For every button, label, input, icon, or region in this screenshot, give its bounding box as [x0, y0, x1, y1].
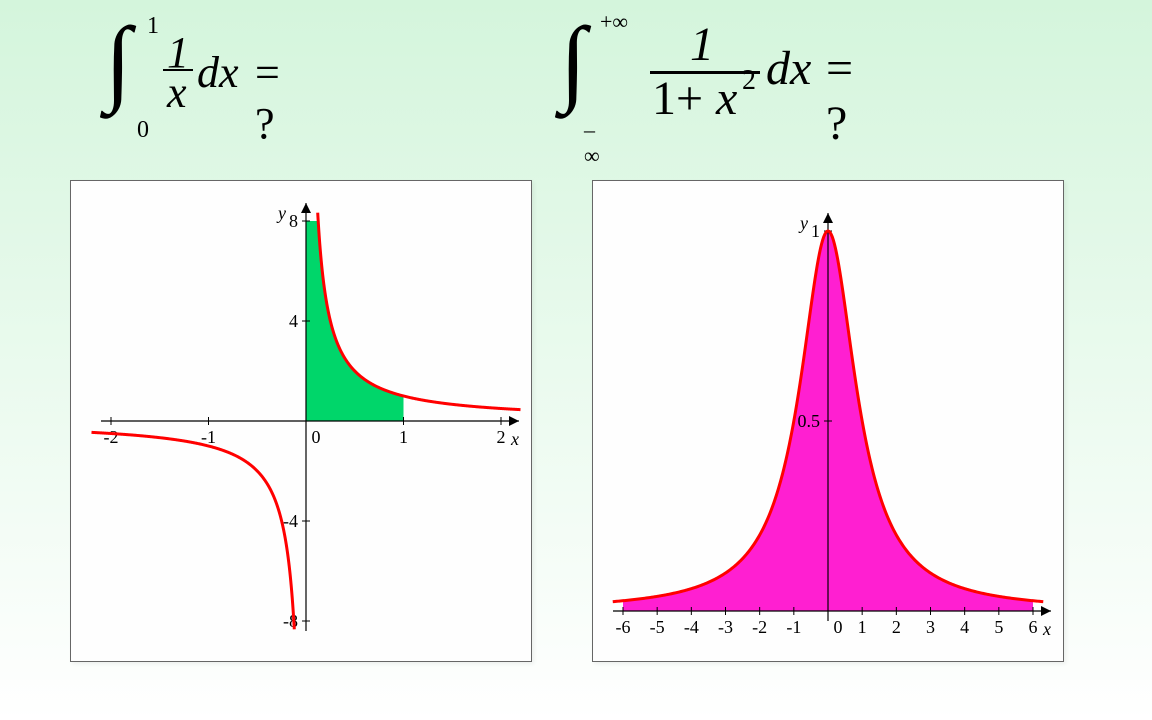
svg-text:y: y: [798, 213, 808, 233]
equations-row: ∫ 1 0 1 x dx = ? ∫ +∞ –∞ 1 1+ x 2 dx = ?: [0, 0, 1152, 170]
svg-text:x: x: [1042, 619, 1051, 639]
chart-left: -2-1012-8-448xy: [71, 181, 531, 661]
svg-text:1: 1: [858, 617, 867, 637]
svg-text:0: 0: [834, 617, 843, 637]
page: ∫ 1 0 1 x dx = ? ∫ +∞ –∞ 1 1+ x 2 dx = ?…: [0, 0, 1152, 720]
dx: dx: [197, 47, 239, 98]
svg-text:3: 3: [926, 617, 935, 637]
svg-text:-6: -6: [616, 617, 631, 637]
charts-row: -2-1012-8-448xy -6-5-4-3-2-101234560.51x…: [70, 180, 1064, 662]
chart-right: -6-5-4-3-2-101234560.51xy: [593, 181, 1063, 661]
svg-text:2: 2: [497, 427, 506, 447]
svg-text:8: 8: [289, 211, 298, 231]
integral-sign: ∫: [105, 5, 131, 116]
svg-text:-2: -2: [752, 617, 767, 637]
denom-1plus: 1+: [652, 71, 703, 126]
chart-right-frame: -6-5-4-3-2-101234560.51xy: [592, 180, 1064, 662]
chart-left-frame: -2-1012-8-448xy: [70, 180, 532, 662]
svg-text:-4: -4: [283, 511, 298, 531]
lower-bound: –∞: [584, 117, 600, 169]
dx: dx: [766, 41, 811, 96]
svg-text:0: 0: [312, 427, 321, 447]
svg-text:2: 2: [892, 617, 901, 637]
equation-right: ∫ +∞ –∞ 1 1+ x 2 dx = ?: [560, 5, 586, 116]
lower-bound: 0: [137, 117, 149, 144]
svg-text:x: x: [510, 429, 519, 449]
svg-text:-4: -4: [684, 617, 699, 637]
equation-left: ∫ 1 0 1 x dx = ?: [105, 5, 131, 116]
denom-exp: 2: [742, 65, 756, 97]
svg-text:6: 6: [1029, 617, 1038, 637]
numerator: 1: [690, 17, 714, 72]
svg-text:1: 1: [811, 221, 820, 241]
svg-text:-8: -8: [283, 611, 298, 631]
svg-text:-2: -2: [104, 427, 119, 447]
svg-text:-3: -3: [718, 617, 733, 637]
svg-text:5: 5: [994, 617, 1003, 637]
svg-text:0.5: 0.5: [798, 411, 821, 431]
svg-text:1: 1: [399, 427, 408, 447]
upper-bound: +∞: [600, 9, 628, 35]
denom-x: x: [716, 71, 737, 126]
svg-text:-5: -5: [650, 617, 665, 637]
upper-bound: 1: [147, 13, 159, 40]
svg-text:-1: -1: [786, 617, 801, 637]
equals-question: = ?: [826, 41, 853, 151]
svg-text:y: y: [276, 203, 286, 223]
integral-sign: ∫: [560, 5, 586, 116]
svg-text:4: 4: [289, 311, 298, 331]
denominator: x: [167, 67, 187, 118]
svg-text:4: 4: [960, 617, 969, 637]
equals-question: = ?: [255, 47, 280, 149]
